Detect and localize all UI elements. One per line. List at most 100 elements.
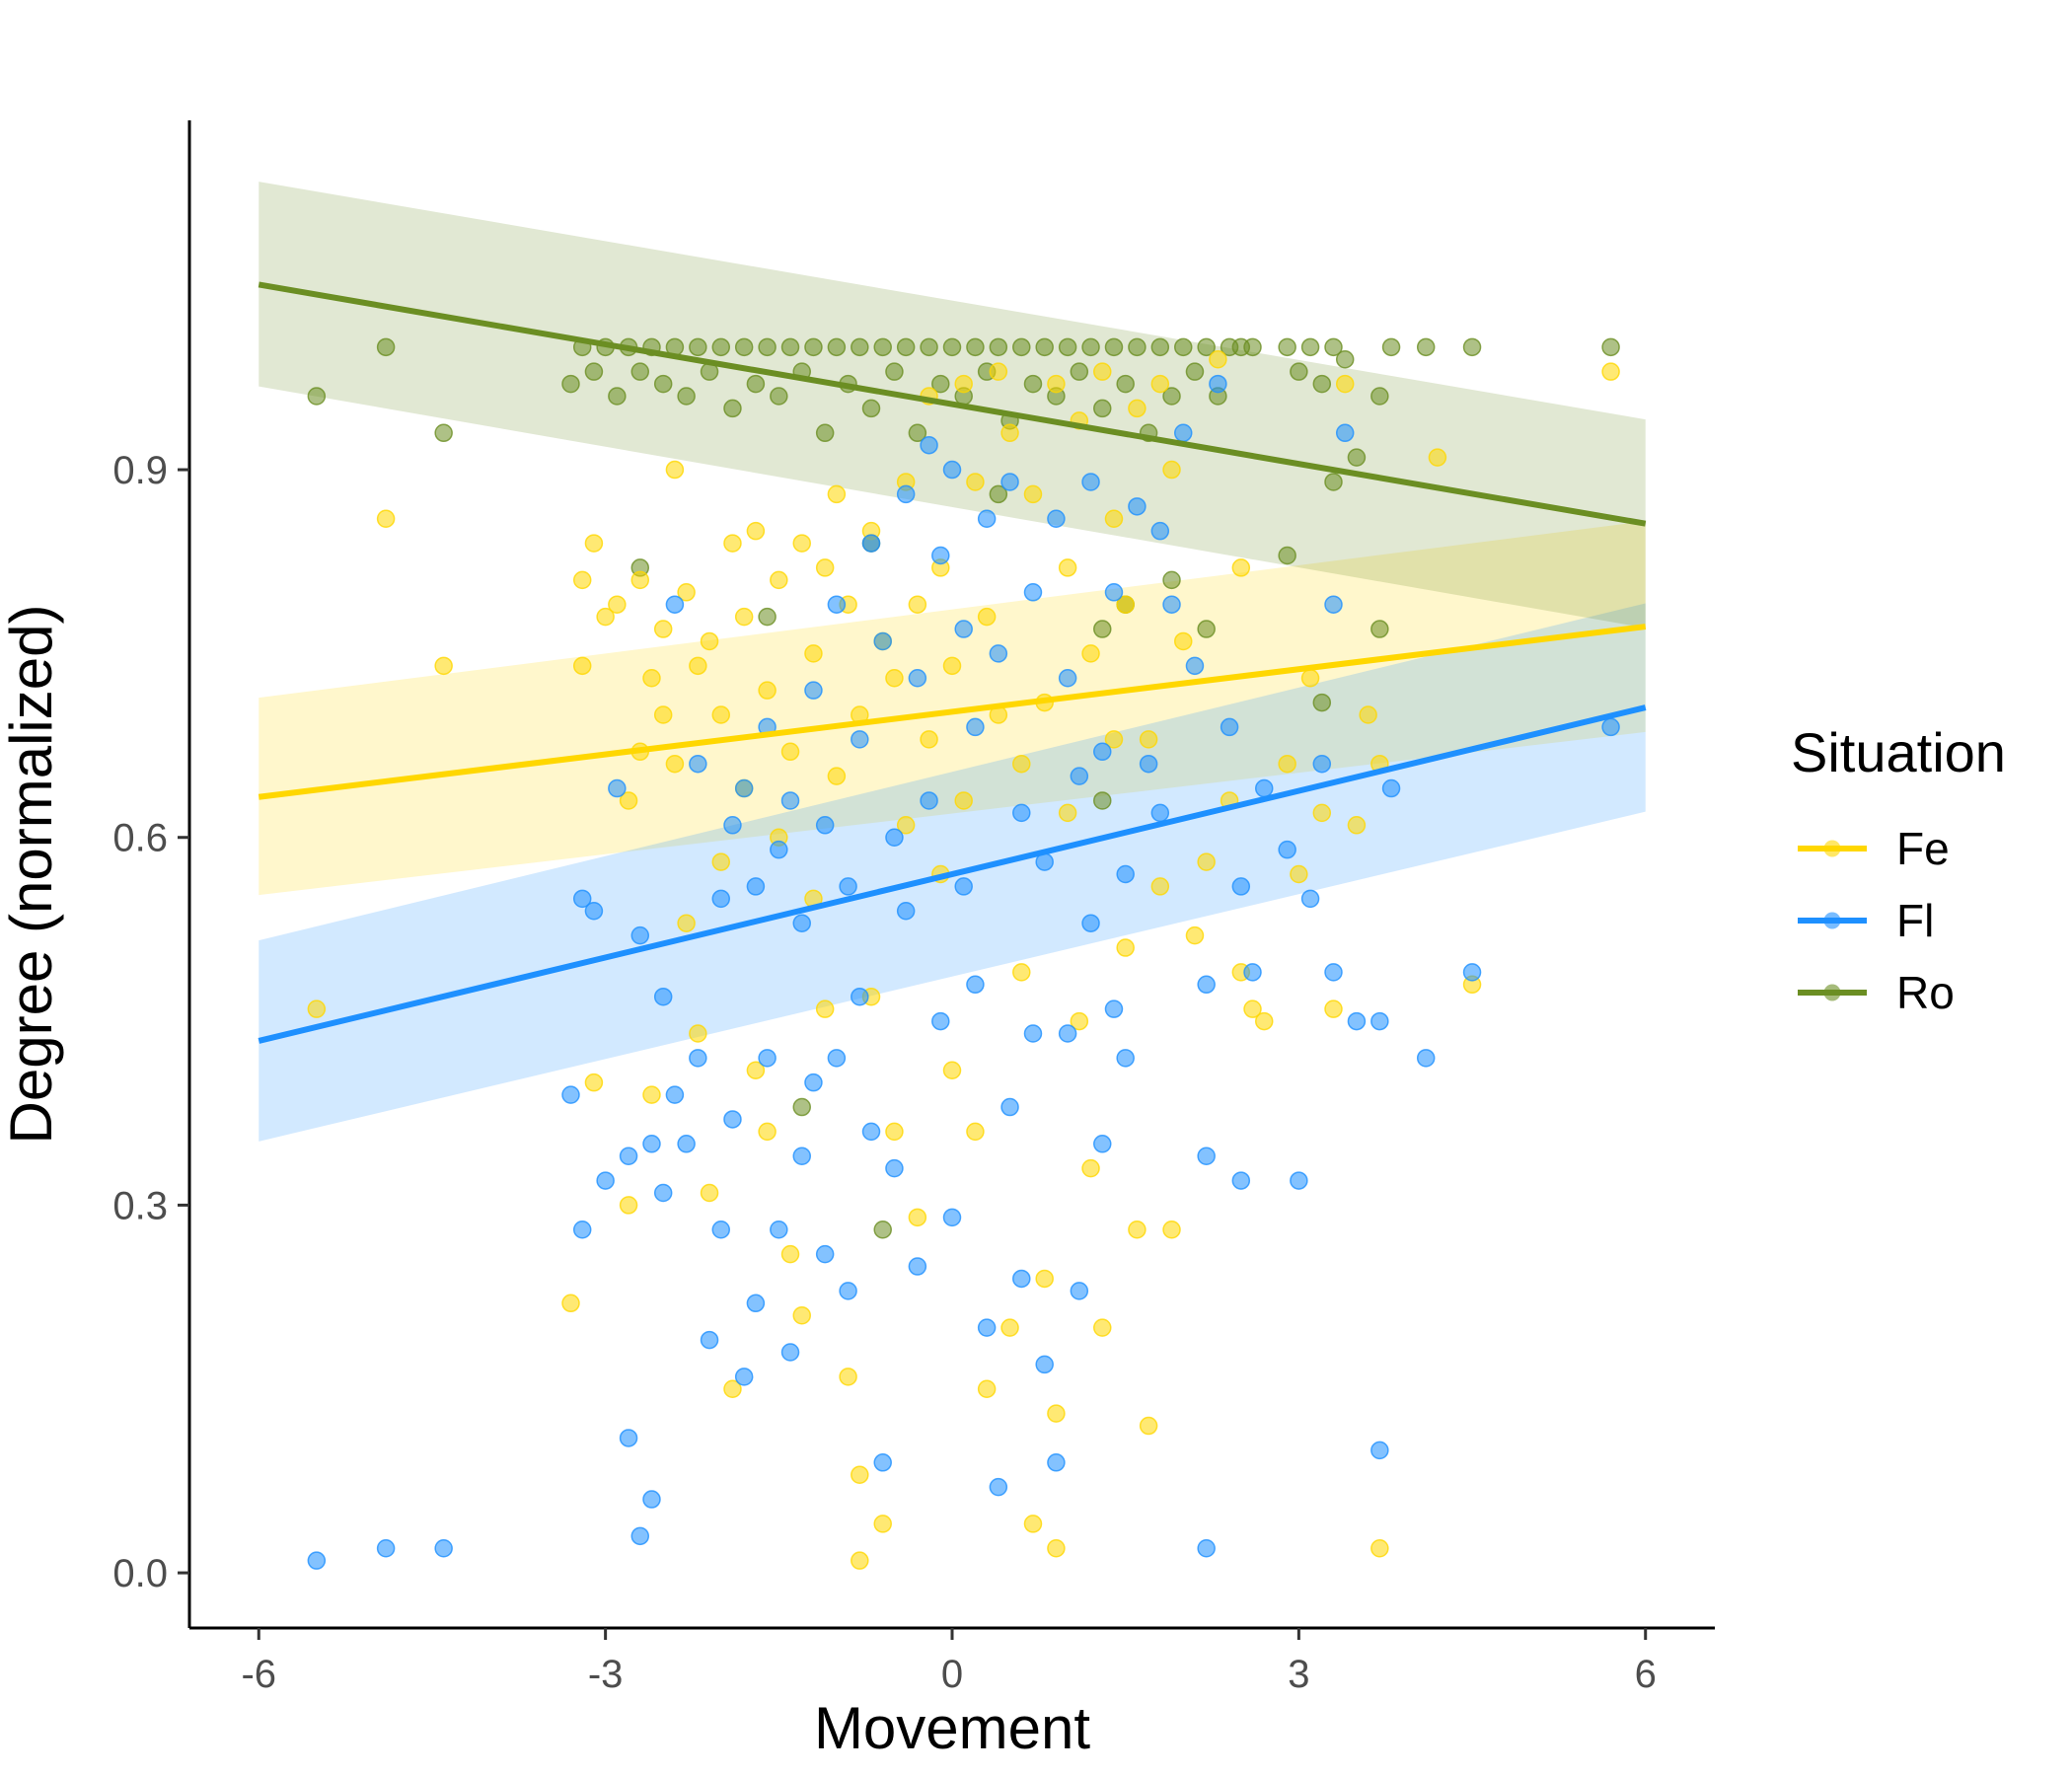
data-point	[1162, 460, 1181, 480]
fit-line-ro	[258, 281, 1647, 527]
data-point	[1197, 975, 1216, 995]
data-point	[908, 423, 927, 443]
data-point	[873, 631, 892, 651]
data-point	[839, 877, 857, 896]
data-point	[1197, 337, 1216, 357]
y-tick-label: 0.9	[112, 449, 168, 492]
data-point	[839, 1368, 857, 1386]
data-point	[1116, 595, 1135, 614]
data-point	[1381, 778, 1401, 798]
x-tick-label: 0	[941, 1653, 963, 1696]
data-point	[723, 399, 742, 418]
data-point	[734, 778, 754, 798]
data-point	[1023, 484, 1043, 504]
data-point	[1012, 754, 1031, 774]
data-point	[792, 914, 811, 932]
data-point	[1058, 803, 1077, 823]
data-point	[1359, 705, 1377, 724]
data-point	[619, 1147, 638, 1165]
data-point	[746, 877, 766, 896]
fit-line-fe	[258, 624, 1647, 800]
data-point	[1116, 938, 1135, 957]
data-point	[758, 1049, 777, 1068]
data-point	[1116, 374, 1135, 394]
data-point	[1324, 473, 1343, 491]
data-point	[931, 1011, 950, 1031]
data-point	[1000, 423, 1019, 443]
data-point	[977, 1318, 997, 1337]
data-point	[804, 644, 823, 663]
data-point	[954, 374, 973, 394]
data-point	[815, 999, 835, 1018]
data-point	[827, 337, 847, 357]
data-point	[942, 656, 962, 676]
data-point	[896, 816, 916, 835]
data-point	[307, 1551, 327, 1570]
data-point	[1324, 337, 1343, 357]
data-point	[966, 1122, 985, 1142]
data-point	[1231, 558, 1251, 577]
data-point	[1173, 337, 1193, 357]
legend-label: Ro	[1896, 967, 1955, 1018]
data-point	[561, 374, 580, 394]
data-point	[1035, 1269, 1054, 1289]
data-point	[851, 1551, 869, 1570]
data-point	[307, 999, 327, 1018]
data-point	[376, 509, 396, 528]
data-point	[1070, 362, 1089, 381]
data-point	[1462, 337, 1482, 357]
data-point	[561, 1294, 580, 1313]
data-point	[1093, 742, 1112, 762]
data-point	[1312, 754, 1332, 774]
data-point	[434, 423, 453, 443]
data-point	[780, 1343, 800, 1362]
data-point	[1081, 473, 1100, 491]
data-point	[770, 387, 788, 406]
data-point	[1370, 387, 1389, 406]
data-point	[1012, 803, 1031, 823]
data-point	[1300, 889, 1320, 909]
data-point	[1243, 963, 1262, 982]
data-point	[989, 362, 1008, 381]
data-point	[1128, 399, 1147, 418]
data-point	[1290, 864, 1308, 884]
data-point	[434, 656, 453, 676]
data-point	[376, 337, 396, 357]
data-point	[1081, 644, 1100, 663]
data-point	[746, 374, 766, 394]
data-point	[619, 1196, 638, 1215]
data-point	[434, 1539, 453, 1558]
data-point	[954, 877, 973, 896]
data-point	[1220, 717, 1239, 737]
data-point	[596, 1171, 615, 1190]
legend-label: Fe	[1896, 823, 1950, 874]
data-point	[1162, 1221, 1181, 1239]
data-point	[1093, 362, 1112, 381]
scatter-points	[307, 337, 1620, 1570]
legend-item-fe: Fe	[1798, 823, 1950, 874]
data-point	[642, 1135, 661, 1153]
data-point	[885, 1158, 904, 1178]
data-point	[1012, 963, 1031, 982]
data-point	[885, 362, 904, 381]
data-point	[942, 1061, 962, 1080]
data-point	[1128, 497, 1147, 516]
data-point	[653, 705, 673, 724]
data-point	[977, 1379, 997, 1399]
data-point	[1278, 840, 1296, 859]
data-point	[804, 337, 823, 357]
data-point	[689, 656, 707, 676]
data-point	[1462, 963, 1482, 982]
x-axis-title: Movement	[814, 1695, 1090, 1761]
data-point	[770, 570, 788, 590]
legend-key-point	[1823, 984, 1841, 1001]
data-point	[630, 570, 650, 590]
x-tick-label: 6	[1635, 1653, 1657, 1696]
data-point	[1173, 631, 1193, 651]
data-point	[1209, 374, 1227, 394]
data-point	[920, 435, 938, 455]
data-point	[908, 595, 927, 614]
data-point	[1312, 374, 1332, 394]
data-point	[942, 460, 962, 480]
